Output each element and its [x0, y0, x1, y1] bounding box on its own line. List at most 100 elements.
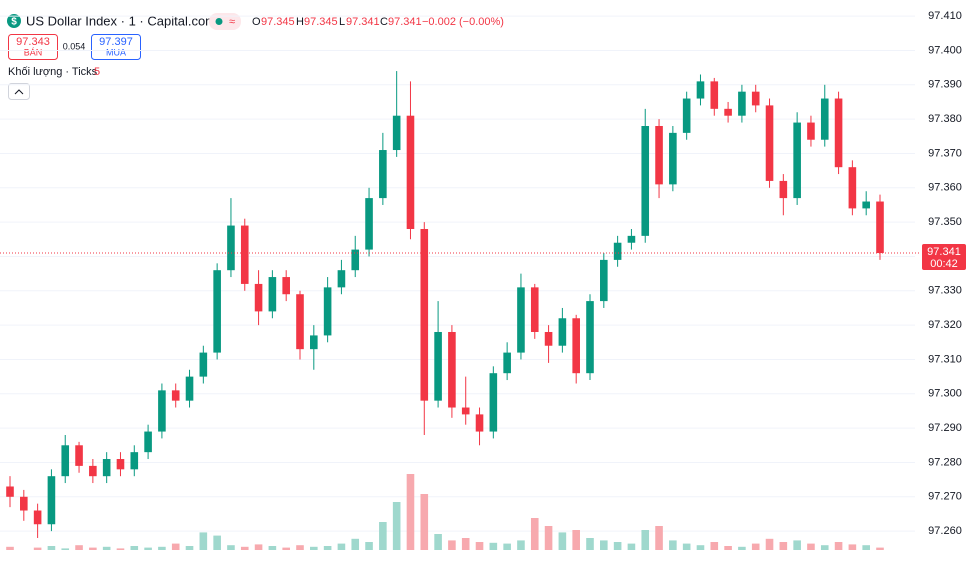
candle-body	[406, 115, 415, 229]
volume-bar	[876, 547, 884, 550]
candle-body	[144, 431, 152, 453]
candle-body	[710, 81, 719, 109]
volume-bar	[323, 546, 332, 550]
y-tick-label: 97.320	[928, 319, 962, 331]
volume-bar	[807, 543, 815, 550]
volume-bar	[116, 548, 125, 550]
y-tick-label: 97.370	[928, 147, 962, 159]
ohlc-label: C	[380, 16, 388, 28]
candle-body	[20, 496, 28, 511]
candle-body	[834, 98, 843, 168]
candle-body	[475, 414, 484, 432]
buy-label: MUA	[106, 47, 126, 57]
volume-bar	[682, 543, 691, 550]
last-price-tag	[922, 244, 966, 271]
status-pill[interactable]	[209, 13, 241, 30]
volume-bar	[862, 545, 870, 550]
volume-bar	[213, 535, 221, 550]
y-tick-label: 97.290	[928, 422, 962, 434]
y-tick-label: 97.300	[928, 388, 962, 400]
volume-bar	[461, 538, 470, 550]
candle-body	[185, 376, 194, 401]
candle-body	[820, 98, 829, 140]
candle-body	[75, 445, 83, 466]
volume-bar	[503, 543, 511, 550]
volume-bar	[75, 545, 83, 550]
volume-bar	[254, 544, 263, 550]
candle-body	[862, 201, 870, 209]
candle-body	[641, 125, 650, 236]
volume-bar	[738, 546, 746, 550]
volume-bar	[710, 542, 719, 550]
candle-body	[33, 510, 42, 525]
candle-body	[489, 373, 498, 432]
volume-bar	[834, 542, 843, 550]
volume-bar	[365, 542, 373, 550]
candle-body	[240, 225, 249, 284]
chart-title: US Dollar Index · 1 · Capital.com	[26, 13, 216, 28]
volume-bar	[47, 546, 56, 550]
volume-bar	[586, 538, 594, 550]
volume-bar	[572, 530, 580, 550]
status-dot	[215, 18, 223, 25]
volume-bar	[282, 547, 290, 550]
candle-body	[558, 318, 567, 346]
candle-body	[227, 225, 235, 271]
candle-body	[323, 287, 332, 336]
volume-bar	[489, 542, 498, 550]
candle-body	[296, 294, 304, 350]
volume-bar	[227, 545, 235, 550]
candle-body	[351, 249, 360, 271]
volume-bar	[33, 547, 42, 550]
volume-bar	[199, 532, 208, 550]
volume-bar	[558, 532, 567, 550]
volume-bar	[158, 546, 166, 550]
status-icon: ≈	[229, 16, 235, 28]
buy-button[interactable]	[91, 34, 141, 60]
candle-body	[724, 108, 732, 116]
volume-bar	[669, 540, 677, 550]
candle-body	[779, 180, 788, 199]
candle-body	[6, 486, 14, 497]
volume-bar	[185, 546, 194, 550]
y-tick-label: 97.260	[928, 525, 962, 537]
y-tick-label: 97.350	[928, 216, 962, 228]
candle-body	[613, 242, 622, 260]
candle-body	[669, 132, 677, 185]
y-tick-label: 97.400	[928, 44, 962, 56]
candle-body	[448, 331, 456, 408]
volume-bar	[820, 545, 829, 550]
candle-body	[751, 91, 760, 106]
volume-bar	[310, 546, 318, 550]
volume-bar	[517, 540, 525, 550]
ohlc-change: −0.002 (−0.00%)	[422, 16, 504, 28]
candle-body	[61, 445, 70, 477]
volume-bar	[268, 546, 277, 550]
countdown-label: 00:42	[930, 258, 958, 270]
volume-bar	[130, 546, 139, 550]
volume-bar	[613, 542, 622, 550]
candle-body	[807, 122, 815, 140]
y-tick-label: 97.310	[928, 353, 962, 365]
y-tick-label: 97.410	[928, 10, 962, 22]
ohlc-label: L	[339, 16, 345, 28]
sell-price: 97.343	[16, 36, 50, 48]
volume-bar	[641, 530, 650, 550]
candle-body	[47, 476, 56, 525]
collapse-button[interactable]	[8, 83, 30, 100]
candle-body	[517, 287, 525, 353]
y-tick-label: 97.380	[928, 113, 962, 125]
candle-body	[337, 270, 346, 288]
volume-bar	[848, 544, 857, 550]
candle-body	[268, 277, 277, 312]
volume-bar	[724, 546, 732, 550]
volume-bar	[61, 548, 70, 550]
candle-body	[600, 259, 608, 302]
y-tick-label: 97.360	[928, 182, 962, 194]
volume-bar	[102, 546, 111, 550]
volume-bar	[406, 474, 415, 550]
sell-button[interactable]	[8, 34, 58, 60]
ohlc-value: 97.341	[388, 16, 422, 28]
ohlc-value: 97.345	[304, 16, 338, 28]
candle-body	[530, 287, 539, 332]
